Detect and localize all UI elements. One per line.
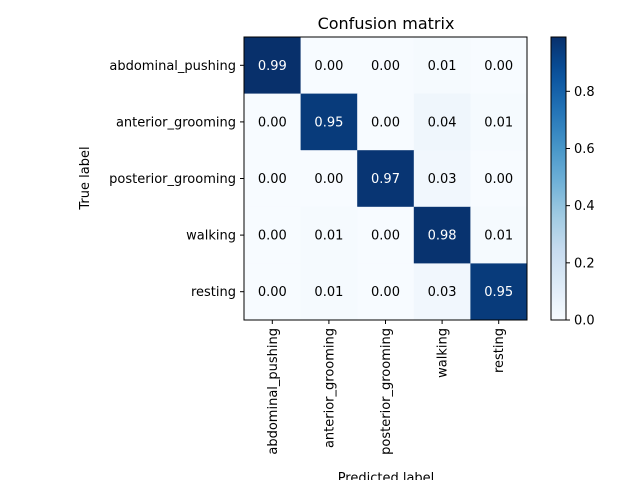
x-tick-label: abdominal_pushing [266,328,281,455]
matrix-cell [413,206,471,264]
cell-value-label: 0.00 [484,59,513,74]
x-tick-label: walking [436,328,451,378]
matrix-cell [300,206,358,264]
matrix-cell [357,150,415,208]
colorbar-gradient [550,36,567,321]
colorbar-tick-label: 0.6 [574,142,595,157]
y-tick-label: resting [191,285,236,300]
cell-value-label: 0.00 [258,285,287,300]
matrix-cell [300,93,358,151]
matrix-cell [470,150,528,208]
x-axis-label: Predicted label [338,471,435,480]
cell-value-label: 0.97 [371,172,400,187]
cell-value-label: 0.00 [258,115,287,130]
cell-value-label: 0.00 [258,172,287,187]
cell-value-label: 0.03 [428,172,457,187]
cell-value-label: 0.00 [484,172,513,187]
colorbar-tick-label: 0.4 [574,199,595,214]
matrix-cell [470,93,528,151]
matrix-cell [413,263,471,321]
cell-value-label: 0.00 [371,115,400,130]
cell-value-label: 0.03 [428,285,457,300]
colorbar-tick-label: 0.2 [574,256,595,271]
cell-value-label: 0.01 [428,59,457,74]
matrix-cell [244,263,301,321]
matrix-cell [244,93,301,151]
cell-value-label: 0.98 [428,229,457,244]
y-tick-label: walking [186,229,236,244]
cell-value-label: 0.01 [484,115,513,130]
x-tick-label: resting [492,328,507,373]
matrix-cell [300,263,358,321]
matrix-cell [470,37,528,94]
cell-value-label: 0.01 [314,285,343,300]
colorbar-tick-label: 0.0 [574,314,595,329]
matrix-cell [300,150,358,208]
matrix-cell [244,37,301,94]
cell-value-label: 0.99 [258,59,287,74]
cell-value-label: 0.00 [314,59,343,74]
cell-value-label: 0.00 [371,229,400,244]
cell-value-label: 0.00 [371,59,400,74]
matrix-cell [357,93,415,151]
matrix-layer: 0.99 0.00 0.00 0.01 0.00 0.00 0.95 0.00 0.04 0.01… [109,36,528,455]
matrix-cell [244,150,301,208]
matrix-cell [413,93,471,151]
cell-value-label: 0.00 [371,285,400,300]
x-tick-label: posterior_grooming [379,328,394,455]
cell-value-label: 0.01 [314,229,343,244]
matrix-cell [244,206,301,264]
cell-value-label: 0.04 [428,115,457,130]
cell-value-label: 0.01 [484,229,513,244]
matrix-cell [357,263,415,321]
matrix-cell [413,150,471,208]
matrix-cell [470,263,528,321]
cell-value-label: 0.95 [484,285,513,300]
matrix-cell [357,37,415,94]
cell-value-label: 0.95 [314,115,343,130]
matrix-cell [300,37,358,94]
matrix-cell [470,206,528,264]
cell-value-label: 0.00 [314,172,343,187]
colorbar: 0.0 0.2 0.4 0.6 0.8 [550,36,595,329]
x-tick-label: anterior_grooming [322,328,337,448]
y-tick-label: abdominal_pushing [109,59,236,74]
y-tick-label: posterior_grooming [109,172,236,187]
matrix-cell [413,37,471,94]
cell-value-label: 0.00 [258,229,287,244]
matrix-cell [357,206,415,264]
y-axis-label: True label [78,146,93,210]
colorbar-tick-label: 0.8 [574,85,595,100]
y-tick-label: anterior_grooming [116,115,236,130]
chart-title: Confusion matrix [318,14,455,33]
